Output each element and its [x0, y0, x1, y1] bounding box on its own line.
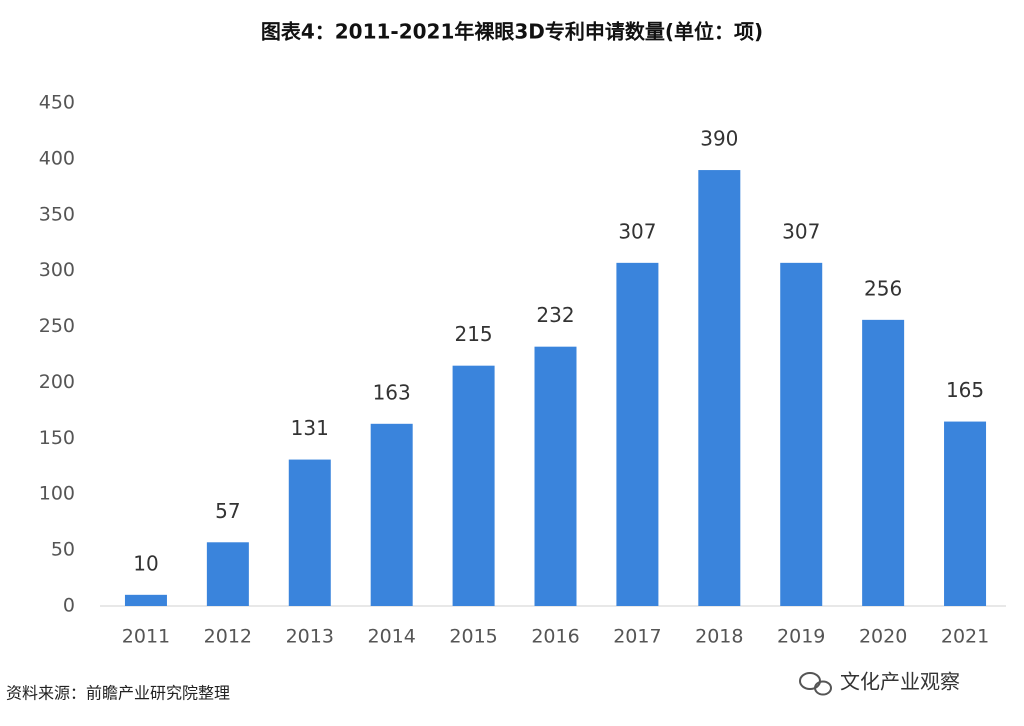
x-tick-label: 2016: [531, 626, 579, 648]
bar: [862, 319, 905, 606]
bar: [124, 594, 167, 606]
bar: [944, 421, 987, 606]
x-tick-label: 2014: [368, 626, 416, 648]
value-label: 163: [373, 380, 411, 404]
y-tick-label: 300: [39, 259, 75, 281]
watermark: 文化产业观察: [840, 670, 960, 694]
value-label: 307: [618, 219, 656, 243]
bar: [370, 423, 413, 606]
value-label: 390: [700, 127, 738, 151]
value-label: 57: [215, 499, 240, 523]
bar: [616, 262, 659, 606]
value-label: 10: [133, 551, 158, 575]
y-tick-label: 50: [51, 539, 75, 561]
y-tick-label: 100: [39, 483, 75, 505]
value-label: 232: [536, 303, 574, 327]
y-tick-label: 200: [39, 371, 75, 393]
x-tick-label: 2012: [204, 626, 252, 648]
x-tick-label: 2017: [613, 626, 661, 648]
value-label: 165: [946, 378, 984, 402]
x-tick-label: 2015: [449, 626, 497, 648]
bar: [534, 346, 577, 606]
watermark-icon: [799, 672, 832, 696]
y-tick-label: 250: [39, 315, 75, 337]
bar: [288, 459, 331, 606]
x-tick-label: 2011: [122, 626, 170, 648]
x-tick-label: 2018: [695, 626, 743, 648]
y-tick-label: 0: [63, 595, 75, 617]
bar: [780, 262, 823, 606]
chart-title: 图表4：2011-2021年裸眼3D专利申请数量(单位：项): [261, 20, 763, 44]
value-label: 131: [291, 416, 329, 440]
y-tick-label: 400: [39, 147, 75, 169]
bar: [698, 170, 741, 607]
y-tick-label: 350: [39, 203, 75, 225]
bar: [206, 542, 249, 606]
bar: [452, 365, 495, 606]
x-tick-label: 2020: [859, 626, 907, 648]
value-label: 307: [782, 219, 820, 243]
x-tick-label: 2019: [777, 626, 825, 648]
value-label: 215: [454, 322, 492, 346]
value-label: 256: [864, 276, 902, 300]
y-tick-label: 150: [39, 427, 75, 449]
source-note: 资料来源：前瞻产业研究院整理: [6, 684, 230, 703]
x-tick-label: 2021: [941, 626, 989, 648]
y-tick-label: 450: [39, 92, 75, 114]
x-tick-label: 2013: [286, 626, 334, 648]
